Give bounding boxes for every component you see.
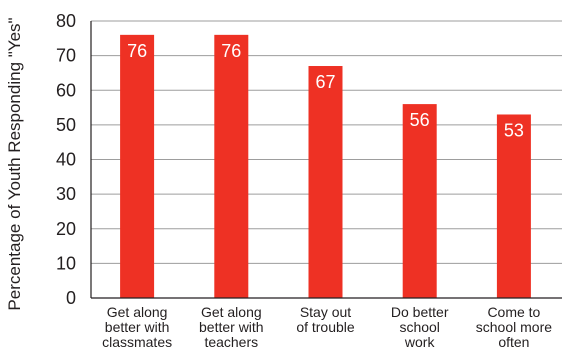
data-label: 56 — [410, 110, 430, 130]
bar — [308, 66, 343, 298]
category-label: Do better school work — [391, 304, 449, 350]
y-tick-label: 30 — [56, 184, 76, 204]
y-tick-label: 40 — [56, 150, 76, 170]
category-labels: Get along better with classmates Get along b… — [102, 304, 552, 350]
y-axis-title: Percentage of Youth Responding "Yes" — [5, 17, 24, 310]
data-label: 67 — [315, 72, 335, 92]
y-axis-ticks: 0 10 20 30 40 50 60 70 80 — [56, 11, 76, 308]
data-label: 76 — [127, 41, 147, 61]
data-label: 76 — [221, 41, 241, 61]
bar — [402, 104, 437, 298]
y-tick-label: 70 — [56, 46, 76, 66]
y-tick-label: 10 — [56, 253, 76, 273]
y-tick-label: 0 — [66, 288, 76, 308]
bar — [214, 34, 249, 298]
y-tick-label: 20 — [56, 219, 76, 239]
category-label: Stay out of trouble — [296, 304, 355, 335]
data-label: 53 — [504, 120, 524, 140]
category-label: Get along better with teachers — [199, 304, 264, 350]
bars — [120, 34, 531, 298]
category-label: Come to school more often — [476, 304, 552, 350]
y-tick-label: 80 — [56, 11, 76, 31]
bar — [496, 114, 531, 298]
y-tick-label: 50 — [56, 115, 76, 135]
category-label: Get along better with classmates — [102, 304, 172, 350]
y-tick-label: 60 — [56, 80, 76, 100]
bar — [120, 34, 155, 298]
data-labels: 76 76 67 56 53 — [127, 41, 524, 141]
